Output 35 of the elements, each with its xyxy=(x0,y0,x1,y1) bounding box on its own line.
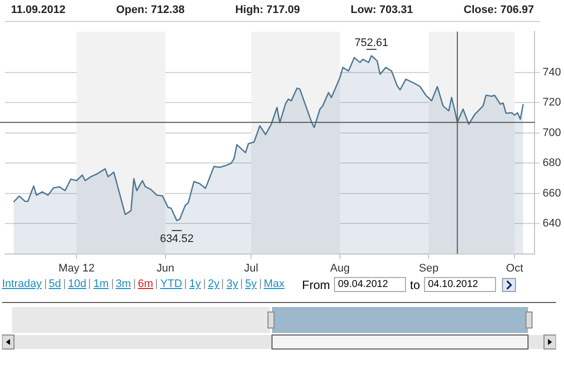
x-tick-label: Jul xyxy=(244,262,258,274)
annotation: 752.61 xyxy=(354,36,388,49)
x-tick-label: Oct xyxy=(506,262,524,274)
x-tick-label: Jun xyxy=(156,262,174,274)
text: 1m xyxy=(93,278,109,290)
text: 09.04.2012 xyxy=(334,277,406,292)
y-tick-label: 740 xyxy=(542,66,562,78)
text: From xyxy=(302,278,330,292)
y-tick-label: 640 xyxy=(542,218,562,230)
y-tick-label: 700 xyxy=(542,126,562,139)
text: 2y xyxy=(208,278,220,290)
annotation: 634.52 xyxy=(160,233,194,246)
text: 1y xyxy=(189,278,201,290)
y-tick-label: 660 xyxy=(542,187,562,200)
text: 3m xyxy=(116,278,131,290)
text: YTD xyxy=(160,278,182,290)
text: Open: 712.38 xyxy=(116,4,185,18)
y-tick-label: 680 xyxy=(542,157,562,170)
chart-title: 11.09.2012 xyxy=(11,4,66,18)
x-tick-label: May 12 xyxy=(58,262,95,274)
text: Close: 706.97 xyxy=(464,4,534,18)
text: Intraday xyxy=(2,278,42,290)
text: High: 717.09 xyxy=(235,4,300,18)
y-tick-label: 720 xyxy=(542,96,562,109)
text: to xyxy=(410,278,420,292)
x-tick-label: Aug xyxy=(330,262,350,274)
text: 04.10.2012 xyxy=(424,277,496,292)
text: 5y xyxy=(245,278,257,290)
text: Max xyxy=(264,278,284,290)
text: 6m xyxy=(138,278,154,290)
x-tick-label: Sep xyxy=(418,262,439,274)
text: 5d xyxy=(48,278,61,290)
text: Low: 703.31 xyxy=(350,4,414,18)
text: 3y xyxy=(226,278,238,290)
text: 10d xyxy=(68,278,86,290)
